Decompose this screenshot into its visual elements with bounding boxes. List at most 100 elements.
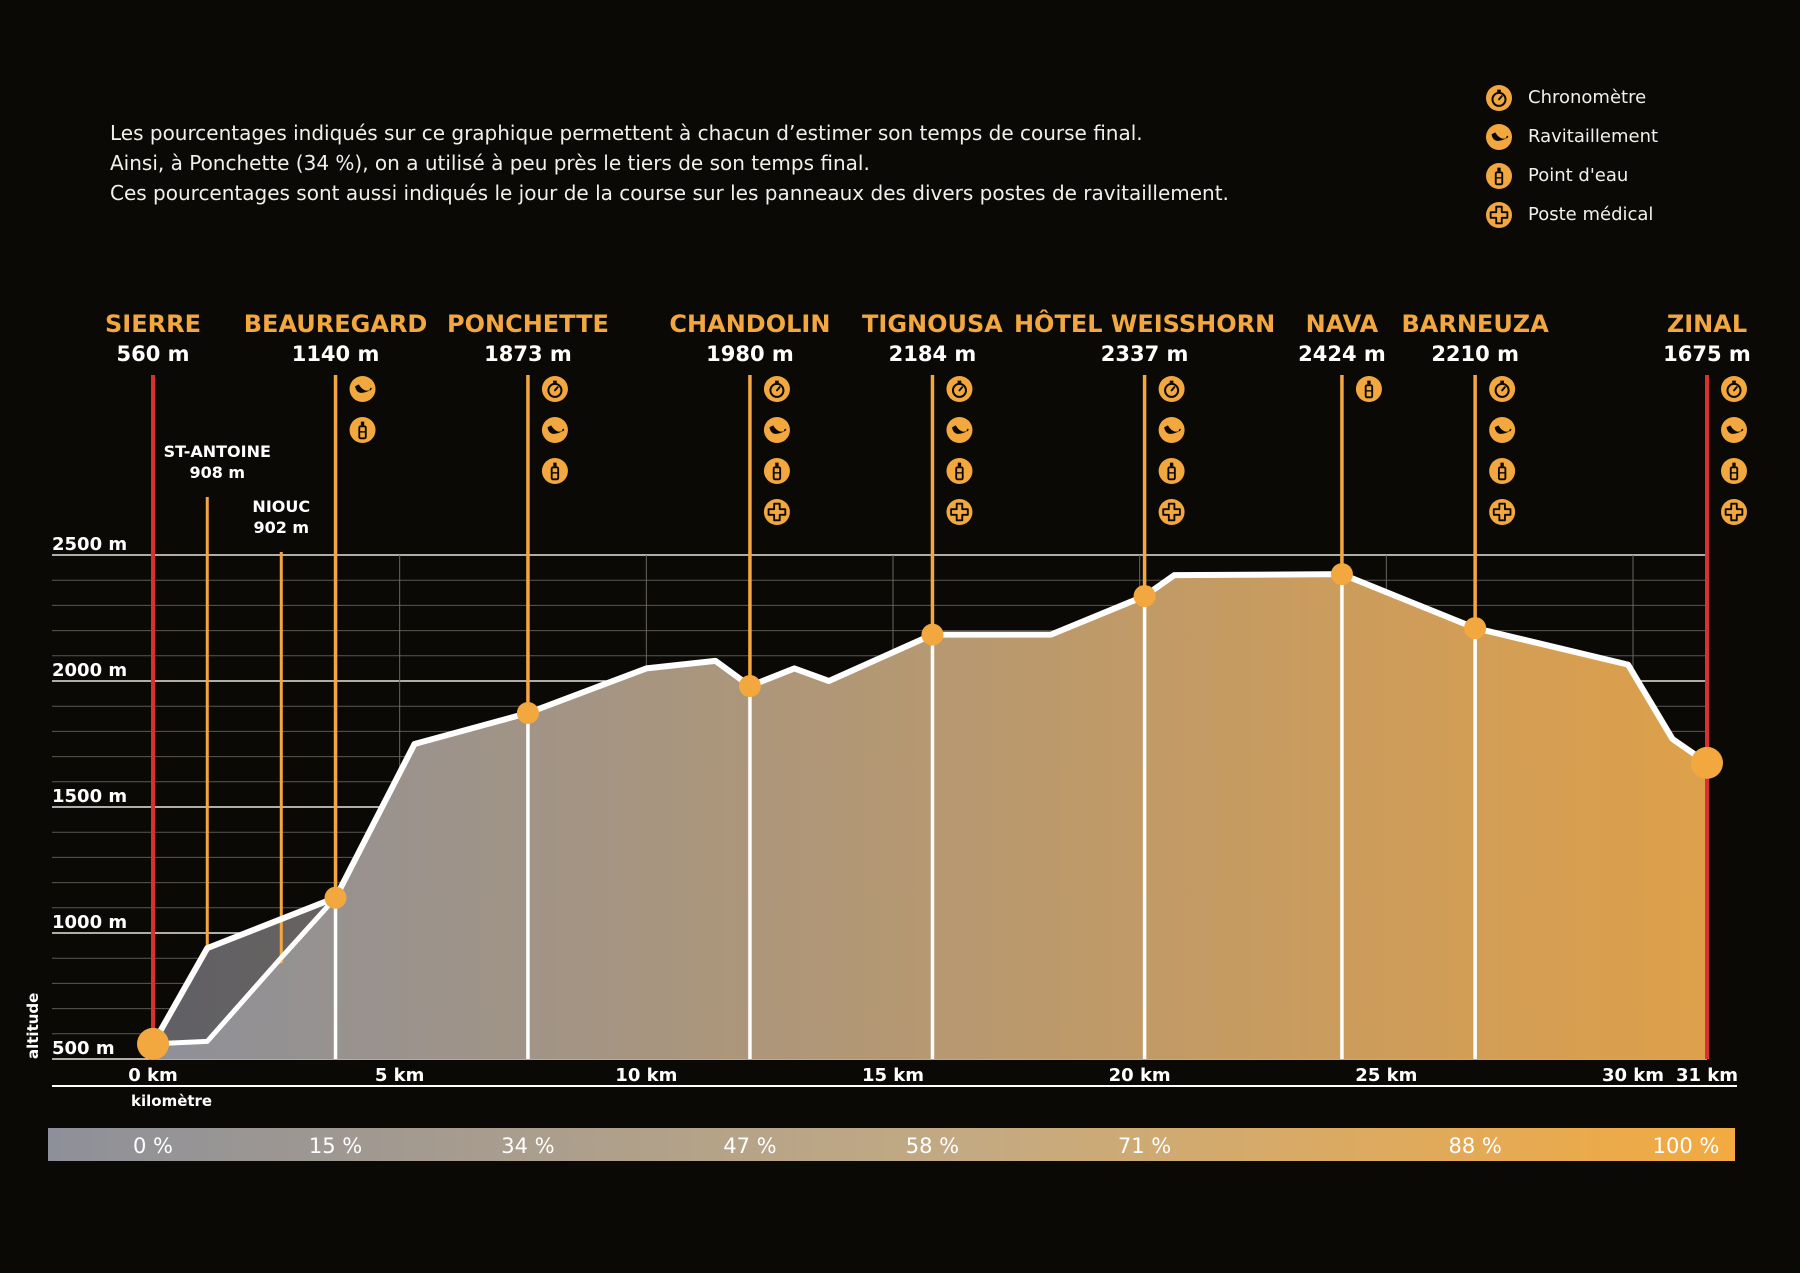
location-marker <box>324 886 347 909</box>
water-bottle-icon <box>1486 162 1512 189</box>
location-name: SIERRE <box>105 310 201 338</box>
location-name: HÔTEL WEISSHORN <box>1014 308 1275 338</box>
banana-icon <box>946 417 973 443</box>
lower-route-line <box>150 895 339 1047</box>
stopwatch-icon <box>1489 376 1516 402</box>
location-marker <box>1133 585 1156 608</box>
intro-line-3: Ces pourcentages sont aussi indiqués le … <box>110 181 1229 205</box>
location-altitude: 1873 m <box>484 342 572 366</box>
medical-cross-icon <box>1158 499 1185 525</box>
medical-cross-icon <box>1721 499 1747 525</box>
x-tick-label: 20 km <box>1109 1065 1171 1086</box>
y-axis-label: altitude <box>24 993 42 1059</box>
location-name: PONCHETTE <box>447 310 609 338</box>
minor-point-name: ST-ANTOINE <box>164 442 271 461</box>
time-percentage-label: 47 % <box>723 1134 776 1158</box>
legend-item: Point d'eau <box>1484 156 1658 195</box>
x-tick-label: 30 km <box>1602 1065 1664 1086</box>
location-altitude: 1980 m <box>706 342 794 366</box>
water-bottle-icon <box>763 458 790 484</box>
x-tick-label: 10 km <box>615 1065 677 1086</box>
location-marker <box>738 675 761 698</box>
stopwatch-icon <box>1721 376 1747 402</box>
legend-label: Poste médical <box>1528 204 1654 225</box>
y-tick-label: 500 m <box>52 1038 115 1059</box>
banana-icon <box>541 417 568 443</box>
location-altitude: 2337 m <box>1101 342 1189 366</box>
stopwatch-icon <box>1486 84 1512 111</box>
water-bottle-icon <box>1355 376 1382 402</box>
time-percentage-label: 0 % <box>133 1134 173 1158</box>
medical-cross-icon <box>1486 201 1512 228</box>
location-marker <box>1691 746 1723 779</box>
x-axis-label: kilomètre <box>131 1092 212 1110</box>
location-altitude: 2184 m <box>889 342 977 366</box>
minor-point-altitude: 908 m <box>189 463 245 482</box>
water-bottle-icon <box>349 417 376 443</box>
water-bottle-icon <box>1721 458 1747 484</box>
water-bottle-icon <box>946 458 973 484</box>
banana-icon <box>1158 417 1185 443</box>
stopwatch-icon <box>541 376 568 402</box>
banana-icon <box>1486 123 1512 150</box>
intro-line-2: Ainsi, à Ponchette (34 %), on a utilisé … <box>110 151 870 175</box>
time-percentage-label: 71 % <box>1118 1134 1171 1158</box>
banana-icon <box>1486 123 1512 150</box>
time-percentage-label: 15 % <box>309 1134 362 1158</box>
legend-label: Chronomètre <box>1528 87 1647 108</box>
legend-item: Chronomètre <box>1484 78 1658 117</box>
time-percentage-bar <box>48 1128 1735 1161</box>
profile-area <box>153 574 1707 1059</box>
x-tick-label: 31 km <box>1676 1065 1738 1086</box>
minor-point-altitude: 902 m <box>253 518 309 537</box>
y-tick-label: 2000 m <box>52 660 127 681</box>
medical-cross-icon <box>946 499 973 525</box>
medical-cross-icon <box>763 499 790 525</box>
location-marker <box>921 623 944 646</box>
time-percentage-label: 58 % <box>906 1134 959 1158</box>
location-altitude: 1140 m <box>292 342 380 366</box>
location-name: ZINAL <box>1667 310 1747 338</box>
banana-icon <box>349 376 376 402</box>
banana-icon <box>1721 417 1747 443</box>
stopwatch-icon <box>1158 376 1185 402</box>
location-marker <box>1464 617 1487 640</box>
location-altitude: 560 m <box>116 342 189 366</box>
stopwatch-icon <box>1486 84 1512 111</box>
time-percentage-label: 100 % <box>1653 1134 1720 1158</box>
location-marker <box>516 702 539 725</box>
time-percentage-label: 88 % <box>1448 1134 1501 1158</box>
legend-item: Ravitaillement <box>1484 117 1658 156</box>
location-name: TIGNOUSA <box>862 310 1003 338</box>
location-altitude: 2210 m <box>1431 342 1519 366</box>
location-altitude: 2424 m <box>1298 342 1386 366</box>
water-bottle-icon <box>1158 458 1185 484</box>
y-tick-label: 1000 m <box>52 912 127 933</box>
medical-cross-icon <box>1486 201 1512 228</box>
stopwatch-icon <box>946 376 973 402</box>
y-tick-label: 2500 m <box>52 534 127 555</box>
y-tick-label: 1500 m <box>52 786 127 807</box>
medical-cross-icon <box>1489 499 1516 525</box>
x-tick-label: 15 km <box>862 1065 924 1086</box>
x-tick-label: 5 km <box>375 1065 425 1086</box>
route-gap <box>153 897 336 1044</box>
stopwatch-icon <box>763 376 790 402</box>
legend: Chronomètre Ravitaillement Point d'eau Post… <box>1484 78 1658 234</box>
location-altitude: 1675 m <box>1663 342 1751 366</box>
location-marker <box>137 1027 169 1060</box>
minor-point-name: NIOUC <box>252 497 310 516</box>
x-tick-label: 25 km <box>1355 1065 1417 1086</box>
water-bottle-icon <box>1489 458 1516 484</box>
intro-text: Les pourcentages indiqués sur ce graphiq… <box>110 118 1229 208</box>
location-marker <box>1330 563 1353 586</box>
intro-line-1: Les pourcentages indiqués sur ce graphiq… <box>110 121 1143 145</box>
water-bottle-icon <box>541 458 568 484</box>
water-bottle-icon <box>1486 162 1512 189</box>
legend-item: Poste médical <box>1484 195 1658 234</box>
legend-label: Point d'eau <box>1528 165 1629 186</box>
location-name: CHANDOLIN <box>669 310 830 338</box>
x-tick-label: 0 km <box>128 1065 178 1086</box>
time-percentage-label: 34 % <box>501 1134 554 1158</box>
banana-icon <box>1489 417 1516 443</box>
